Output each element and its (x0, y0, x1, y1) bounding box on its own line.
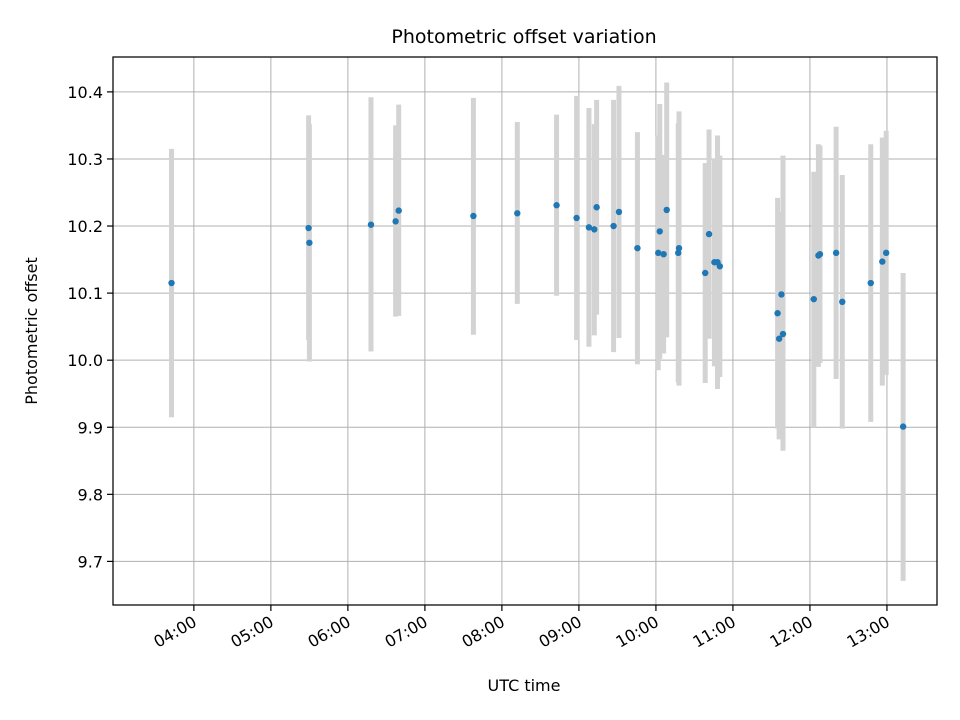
data-point (591, 226, 598, 233)
data-point (168, 279, 175, 287)
data-point (675, 244, 683, 252)
y-tick-label: 10.0 (67, 351, 103, 370)
y-tick-label: 9.9 (78, 418, 103, 437)
y-tick-label: 10.1 (67, 284, 103, 303)
data-point (775, 335, 783, 342)
data-point (705, 230, 713, 238)
data-point (867, 279, 874, 287)
data-point (716, 263, 724, 270)
data-point (882, 249, 890, 257)
data-point (392, 218, 399, 225)
data-point (839, 298, 846, 306)
data-point (615, 208, 623, 216)
data-point (816, 250, 824, 258)
data-point (655, 249, 662, 257)
y-tick-label: 10.2 (67, 217, 103, 236)
data-point (899, 423, 907, 430)
data-point (779, 330, 787, 338)
x-axis-title: UTC time (488, 676, 561, 695)
data-point (634, 244, 641, 252)
data-point (656, 228, 663, 235)
axes-frame (112, 56, 938, 606)
y-tick-label: 9.7 (78, 552, 103, 571)
data-point (832, 249, 840, 257)
data-point (593, 204, 600, 211)
data-point (660, 250, 667, 258)
data-point (610, 222, 617, 230)
data-point (879, 258, 886, 265)
data-points (168, 202, 907, 430)
y-tick-label: 10.4 (67, 83, 103, 102)
data-point (585, 224, 593, 231)
y-tick-label: 9.8 (78, 485, 103, 504)
data-point (702, 269, 709, 277)
data-point (306, 239, 313, 246)
data-point (553, 202, 560, 209)
y-tick-label: 10.3 (67, 150, 103, 169)
data-point (367, 221, 375, 228)
y-axis-title: Photometric offset (22, 257, 41, 405)
data-point (305, 224, 312, 232)
data-point (514, 210, 521, 217)
data-point (774, 310, 781, 317)
data-point (573, 214, 580, 222)
data-point (663, 206, 670, 214)
data-point (470, 212, 477, 220)
data-point (778, 291, 785, 298)
data-point (810, 295, 817, 303)
data-point (395, 207, 402, 214)
chart-title: Photometric offset variation (391, 26, 656, 48)
data-point (675, 249, 682, 257)
